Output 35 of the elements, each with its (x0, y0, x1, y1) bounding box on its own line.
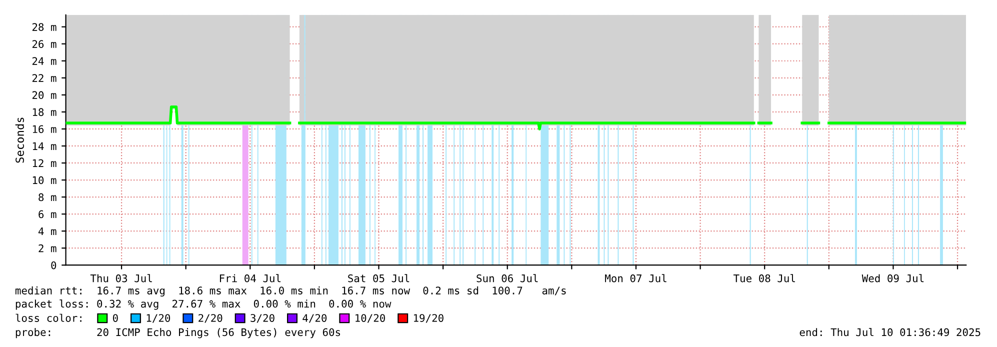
y-tick-label: 12 m (32, 159, 56, 167)
text: probe: 20 ICMP Echo Pings (56 Bytes) every 60s (16, 328, 340, 338)
legend-label: 0 (112, 314, 118, 322)
legend-label: 4/20 (302, 314, 327, 323)
x-tick-label: Wed 09 Jul (862, 274, 924, 282)
y-tick-label: 14 m (32, 142, 56, 150)
legend-label: 1/20 (146, 314, 170, 323)
y-tick-label: 24 m (32, 57, 56, 65)
text: median rtt: 16.7 ms avg 18.6 ms max 16.0 ms min 16.7 ms now 0.2 ms sd 100.7 am/s (16, 286, 566, 297)
x-tick-label: Tue 08 Jul (733, 274, 795, 282)
y-tick-label: 8 m (38, 193, 56, 202)
x-tick-label: Thu 03 Jul (90, 274, 152, 282)
y-tick-label: 22 m (32, 74, 56, 82)
legend-label: 2/20 (198, 314, 222, 323)
x-tick-label: Mon 07 Jul (605, 274, 666, 282)
y-tick-label: 4 m (38, 227, 56, 236)
x-tick-label: Sun 06 Jul (476, 274, 538, 282)
y-tick-label: 0 (51, 261, 56, 270)
legend-label: 10/20 (356, 314, 385, 323)
legend-label: 19/20 (414, 314, 444, 323)
y-tick-label: 26 m (32, 40, 56, 48)
y-tick-label: 16 m (32, 125, 56, 134)
y-tick-label: 10 m (32, 176, 56, 184)
legend-label: 3/20 (250, 314, 274, 323)
y-axis-title: Seconds (15, 118, 24, 163)
x-tick-label: Sat 05 Jul (348, 274, 410, 282)
legend-title: loss color: (16, 314, 82, 322)
text: end: Thu Jul 10 01:36:49 2025 (800, 328, 980, 336)
y-tick-label: 20 m (32, 91, 56, 100)
y-tick-label: 18 m (32, 108, 56, 116)
y-tick-label: 6 m (38, 210, 56, 218)
y-tick-label: 2 m (38, 244, 56, 252)
x-tick-label: Fri 04 Jul (220, 274, 280, 282)
text: packet loss: 0.32 % avg 27.67 % max 0.00 % min 0.00 % now (16, 300, 392, 310)
y-tick-label: 28 m (32, 23, 56, 31)
